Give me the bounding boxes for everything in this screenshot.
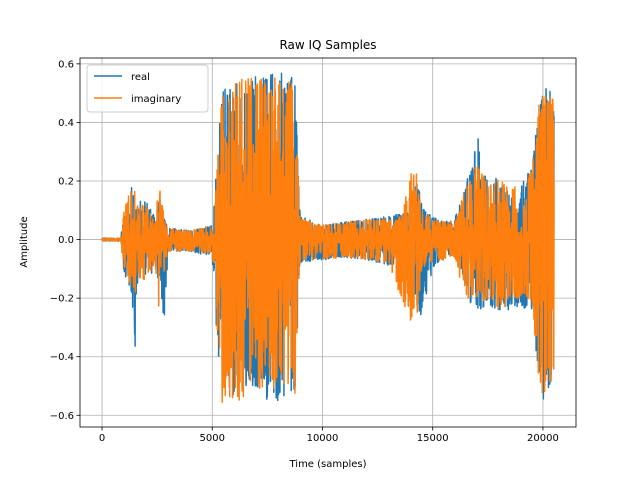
y-tick-label: −0.2 [50, 294, 74, 305]
x-tick-label: 20000 [527, 433, 559, 444]
x-axis: 0 5000 10000 15000 20000 [99, 427, 559, 444]
legend-label-real: real [131, 72, 150, 83]
x-tick-label: 0 [99, 433, 105, 444]
series-layer [101, 72, 555, 403]
y-tick-label: −0.4 [50, 352, 74, 363]
axes-frame [79, 57, 577, 428]
y-axis: −0.6 −0.4 −0.2 0.0 0.2 0.4 0.6 [50, 59, 80, 422]
chart-title: Raw IQ Samples [279, 38, 376, 52]
y-tick-label: 0.0 [58, 235, 74, 246]
x-tick-label: 5000 [200, 433, 225, 444]
y-tick-label: 0.2 [58, 177, 74, 188]
y-tick-label: 0.4 [58, 118, 74, 129]
y-tick-label: −0.6 [50, 411, 74, 422]
legend-label-imaginary: imaginary [131, 94, 181, 105]
x-axis-label: Time (samples) [288, 459, 366, 470]
y-tick-label: 0.6 [58, 59, 74, 70]
plot-area [101, 72, 555, 403]
y-axis-label: Amplitude [19, 216, 30, 267]
legend: real imaginary [86, 64, 209, 113]
x-tick-label: 15000 [417, 433, 449, 444]
series-line-imaginary [101, 77, 555, 403]
x-tick-label: 10000 [307, 433, 339, 444]
